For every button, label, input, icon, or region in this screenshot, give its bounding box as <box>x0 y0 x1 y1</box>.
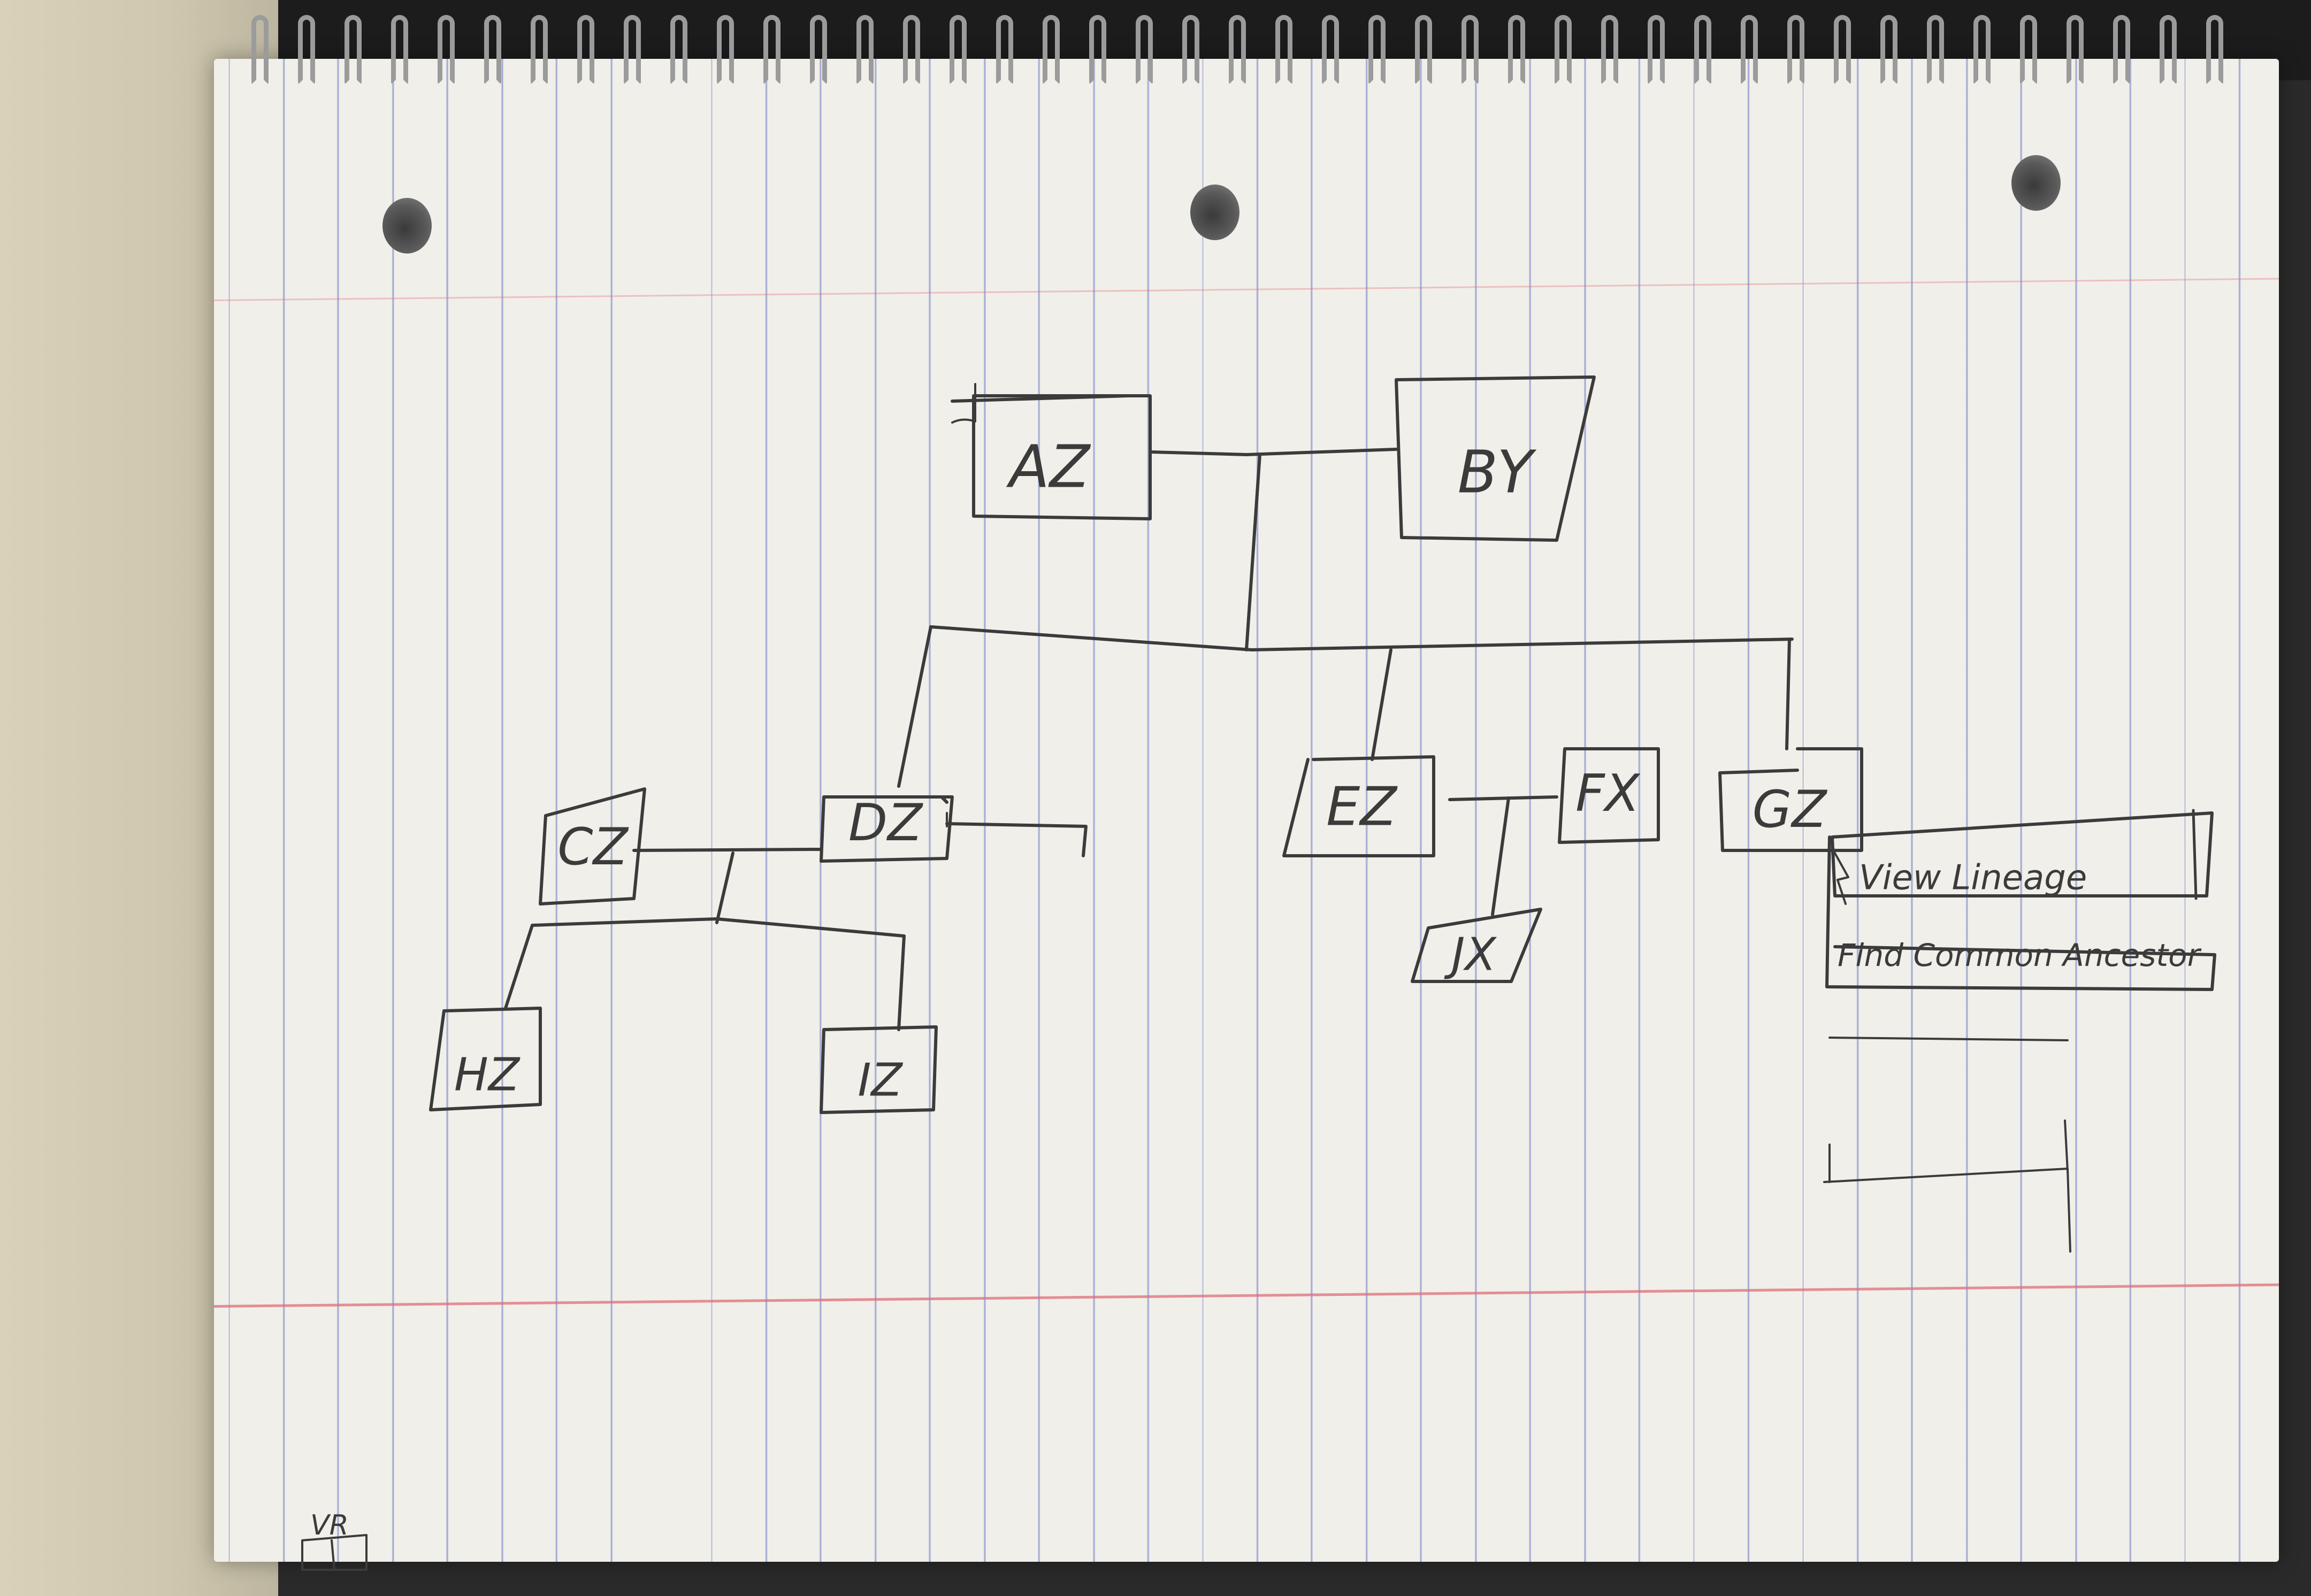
spiral-coil <box>1229 15 1246 85</box>
node-ez: EZ <box>1326 775 1398 838</box>
spiral-coil <box>1182 15 1199 85</box>
cz-dz-children-bar <box>531 917 906 938</box>
menu-item-find-common-ancestor[interactable]: Find Common Ancestor <box>1838 937 2202 973</box>
link-to-jx <box>1491 796 1510 916</box>
spiral-coil <box>950 15 967 85</box>
spiral-coil <box>531 15 548 85</box>
spiral-coil <box>670 15 687 85</box>
spiral-coil <box>298 15 315 85</box>
node-az: AZ <box>1006 432 1091 501</box>
spiral-coil <box>2020 15 2037 85</box>
spiral-coil <box>856 15 874 85</box>
marriage-line-ez-fx <box>1448 795 1558 801</box>
spiral-coil <box>1508 15 1525 85</box>
punch-hole-right <box>2011 155 2061 211</box>
spiral-coil <box>763 15 780 85</box>
box-az-tick <box>951 383 976 424</box>
spiral-coil <box>1089 15 1106 85</box>
spiral-coil <box>1136 15 1153 85</box>
spiral-coil <box>391 15 408 85</box>
node-hz: HZ <box>454 1048 521 1101</box>
box-dz <box>820 795 954 863</box>
spiral-coil <box>1601 15 1618 85</box>
spiral-coil <box>1880 15 1897 85</box>
marriage-line-az-by <box>1149 448 1398 456</box>
spiral-coil <box>1741 15 1758 85</box>
spiral-coil <box>345 15 362 85</box>
spiral-coil <box>251 15 269 85</box>
node-by: BY <box>1458 438 1537 506</box>
link-to-dz <box>897 625 932 788</box>
signature-initials: VR <box>310 1509 349 1541</box>
spiral-coil <box>1973 15 1991 85</box>
box-gz <box>1718 747 1863 852</box>
spiral-coil <box>1927 15 1944 85</box>
box-jx <box>1411 908 1542 983</box>
spiral-coil <box>1461 15 1479 85</box>
spiral-coil <box>624 15 641 85</box>
box-by <box>1395 375 1596 542</box>
node-gz: GZ <box>1753 780 1828 839</box>
notebook-page <box>214 59 2279 1562</box>
spiral-coil <box>1834 15 1851 85</box>
marriage-line-cz-dz <box>632 848 823 852</box>
spiral-coil <box>996 15 1013 85</box>
node-jx: JX <box>1444 928 1497 981</box>
box-cz <box>539 787 646 906</box>
stray-line <box>945 822 1088 857</box>
node-cz: CZ <box>557 818 629 877</box>
box-hz <box>429 1007 542 1111</box>
box-az <box>951 394 1152 520</box>
node-iz: IZ <box>858 1054 903 1107</box>
context-menu-outline <box>1831 811 2214 897</box>
spiral-coil <box>2160 15 2177 85</box>
cursor-arrow-icon <box>1834 852 1849 905</box>
link-to-gz <box>1785 638 1791 750</box>
spiral-coil <box>2113 15 2130 85</box>
menu-item-view-lineage[interactable]: View Lineage <box>1859 858 2087 898</box>
link-to-ez <box>1371 648 1392 761</box>
spiral-coil <box>1415 15 1432 85</box>
spiral-coil <box>1694 15 1711 85</box>
spiral-coil <box>577 15 594 85</box>
link-to-hz <box>504 924 534 1010</box>
spiral-coil <box>2206 15 2223 85</box>
box-ez <box>1282 755 1435 857</box>
children-bar <box>929 625 1794 651</box>
node-dz: DZ <box>848 794 923 853</box>
punch-hole-left <box>382 198 432 254</box>
context-menu-lower <box>1825 835 2216 991</box>
punch-hole-center <box>1190 185 1239 240</box>
spiral-coil <box>1368 15 1386 85</box>
spiral-coil <box>1275 15 1292 85</box>
spiral-coil <box>1555 15 1572 85</box>
signature-mark-icon <box>301 1534 368 1571</box>
spiral-coil <box>903 15 920 85</box>
parent-drop-line <box>1245 453 1261 651</box>
box-iz <box>820 1025 938 1114</box>
spiral-coil <box>1322 15 1339 85</box>
spiral-coil <box>810 15 827 85</box>
spiral-coil <box>717 15 734 85</box>
spiral-coil <box>1648 15 1665 85</box>
spiral-coil <box>2067 15 2084 85</box>
spiral-coil <box>484 15 501 85</box>
box-fx <box>1558 747 1660 844</box>
spiral-coil <box>438 15 455 85</box>
node-fx: FX <box>1575 764 1641 823</box>
spiral-coil <box>1787 15 1804 85</box>
spiral-coil <box>1043 15 1060 85</box>
cz-dz-drop <box>715 851 734 924</box>
link-to-iz <box>897 934 906 1031</box>
